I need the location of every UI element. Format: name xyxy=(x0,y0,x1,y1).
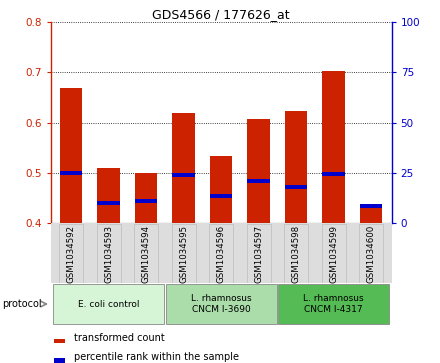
Text: GSM1034598: GSM1034598 xyxy=(292,225,301,283)
Bar xyxy=(97,201,120,205)
Bar xyxy=(322,172,345,176)
Text: GSM1034596: GSM1034596 xyxy=(216,225,226,283)
Text: GSM1034597: GSM1034597 xyxy=(254,225,263,283)
Bar xyxy=(247,179,270,183)
FancyBboxPatch shape xyxy=(172,224,196,282)
Bar xyxy=(210,193,232,197)
Bar xyxy=(210,156,232,223)
FancyBboxPatch shape xyxy=(359,224,383,282)
Bar xyxy=(60,171,82,175)
Bar xyxy=(54,358,65,363)
Bar xyxy=(172,114,195,223)
Bar xyxy=(285,111,307,223)
Bar xyxy=(60,88,82,223)
Text: L. rhamnosus
CNCM I-4317: L. rhamnosus CNCM I-4317 xyxy=(303,294,364,314)
FancyBboxPatch shape xyxy=(134,224,158,282)
Text: GSM1034600: GSM1034600 xyxy=(367,225,375,283)
Bar xyxy=(360,208,382,223)
Text: transformed count: transformed count xyxy=(74,333,165,343)
Text: protocol: protocol xyxy=(2,299,42,309)
Text: L. rhamnosus
CNCM I-3690: L. rhamnosus CNCM I-3690 xyxy=(191,294,251,314)
FancyBboxPatch shape xyxy=(278,284,389,324)
Text: GSM1034593: GSM1034593 xyxy=(104,225,113,283)
FancyBboxPatch shape xyxy=(53,284,164,324)
Bar xyxy=(172,174,195,178)
Text: E. coli control: E. coli control xyxy=(78,299,139,309)
FancyBboxPatch shape xyxy=(284,224,308,282)
Bar xyxy=(360,204,382,208)
FancyBboxPatch shape xyxy=(165,284,277,324)
Bar xyxy=(135,173,158,223)
Text: GSM1034592: GSM1034592 xyxy=(67,225,76,283)
Text: GSM1034595: GSM1034595 xyxy=(179,225,188,283)
Bar xyxy=(247,119,270,223)
FancyBboxPatch shape xyxy=(59,224,83,282)
FancyBboxPatch shape xyxy=(209,224,233,282)
Text: GSM1034594: GSM1034594 xyxy=(142,225,150,283)
Bar xyxy=(54,339,65,343)
Text: percentile rank within the sample: percentile rank within the sample xyxy=(74,352,239,362)
FancyBboxPatch shape xyxy=(246,224,271,282)
FancyBboxPatch shape xyxy=(322,224,345,282)
Bar xyxy=(285,185,307,189)
Bar xyxy=(322,71,345,223)
Title: GDS4566 / 177626_at: GDS4566 / 177626_at xyxy=(152,8,290,21)
Text: GSM1034599: GSM1034599 xyxy=(329,225,338,283)
Bar xyxy=(135,199,158,203)
FancyBboxPatch shape xyxy=(97,224,121,282)
Bar xyxy=(97,168,120,223)
